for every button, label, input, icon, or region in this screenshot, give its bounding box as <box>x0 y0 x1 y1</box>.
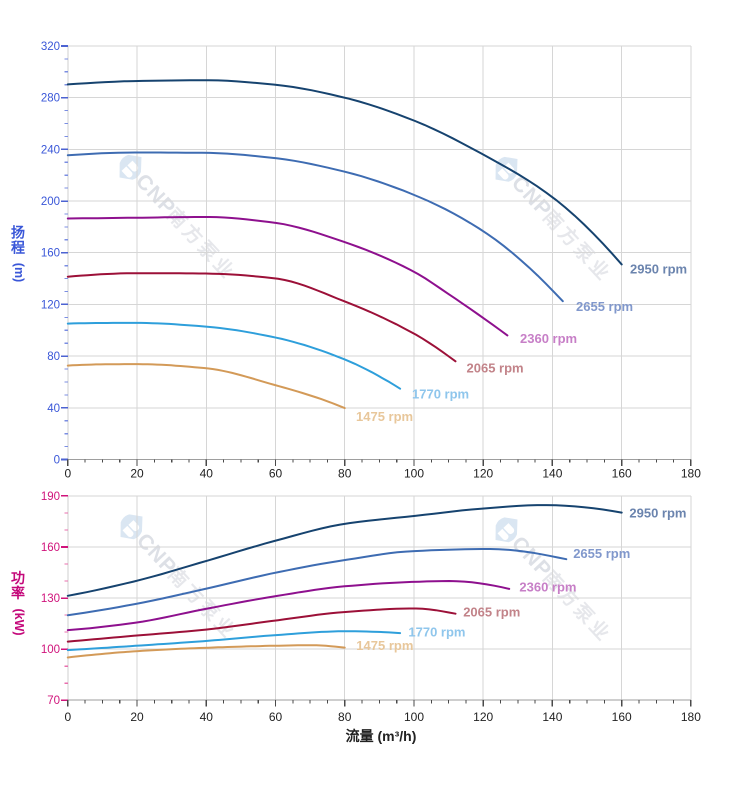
svg-text:0: 0 <box>64 467 71 481</box>
svg-text:160: 160 <box>612 710 632 724</box>
svg-text:60: 60 <box>269 710 283 724</box>
svg-text:80: 80 <box>338 710 352 724</box>
svg-text:160: 160 <box>41 542 60 554</box>
svg-text:2065 rpm: 2065 rpm <box>463 605 520 620</box>
svg-text:280: 280 <box>41 93 60 105</box>
svg-text:180: 180 <box>681 710 701 724</box>
svg-text:流量 (m³/h): 流量 (m³/h) <box>346 728 417 744</box>
svg-text:1475 rpm: 1475 rpm <box>356 638 413 653</box>
svg-text:40: 40 <box>47 403 60 415</box>
svg-text:70: 70 <box>47 695 60 707</box>
svg-text:2950 rpm: 2950 rpm <box>630 261 687 276</box>
svg-text:2655 rpm: 2655 rpm <box>573 546 630 561</box>
svg-text:240: 240 <box>41 144 60 156</box>
svg-text:1770 rpm: 1770 rpm <box>408 625 465 640</box>
svg-text:200: 200 <box>41 196 60 208</box>
svg-text:(kW): (kW) <box>12 608 26 635</box>
svg-text:功: 功 <box>11 570 25 586</box>
svg-text:1475 rpm: 1475 rpm <box>356 409 413 424</box>
svg-text:2950 rpm: 2950 rpm <box>629 505 686 520</box>
svg-text:120: 120 <box>473 467 493 481</box>
svg-text:2065 rpm: 2065 rpm <box>467 360 524 375</box>
svg-text:160: 160 <box>612 467 632 481</box>
svg-text:40: 40 <box>200 710 214 724</box>
svg-text:扬: 扬 <box>11 225 25 241</box>
svg-text:60: 60 <box>269 467 283 481</box>
svg-text:2655 rpm: 2655 rpm <box>576 299 633 314</box>
svg-text:20: 20 <box>130 467 144 481</box>
svg-text:100: 100 <box>404 467 424 481</box>
svg-text:0: 0 <box>64 710 71 724</box>
svg-text:程: 程 <box>11 240 25 256</box>
svg-text:2360 rpm: 2360 rpm <box>520 331 577 346</box>
svg-text:120: 120 <box>41 299 60 311</box>
svg-text:80: 80 <box>47 351 60 363</box>
svg-text:100: 100 <box>41 644 60 656</box>
svg-text:(m): (m) <box>12 263 26 282</box>
svg-text:120: 120 <box>473 710 493 724</box>
svg-text:2360 rpm: 2360 rpm <box>519 580 576 595</box>
svg-text:0: 0 <box>54 455 60 467</box>
svg-text:1770 rpm: 1770 rpm <box>412 387 469 402</box>
svg-text:160: 160 <box>41 248 60 260</box>
svg-text:100: 100 <box>404 710 424 724</box>
svg-text:140: 140 <box>542 467 562 481</box>
svg-text:率: 率 <box>11 585 25 601</box>
svg-text:80: 80 <box>338 467 352 481</box>
svg-text:320: 320 <box>41 41 60 53</box>
svg-text:140: 140 <box>542 710 562 724</box>
svg-text:20: 20 <box>130 710 144 724</box>
svg-text:180: 180 <box>681 467 701 481</box>
svg-text:130: 130 <box>41 593 60 605</box>
svg-text:190: 190 <box>41 491 60 503</box>
svg-text:40: 40 <box>200 467 214 481</box>
